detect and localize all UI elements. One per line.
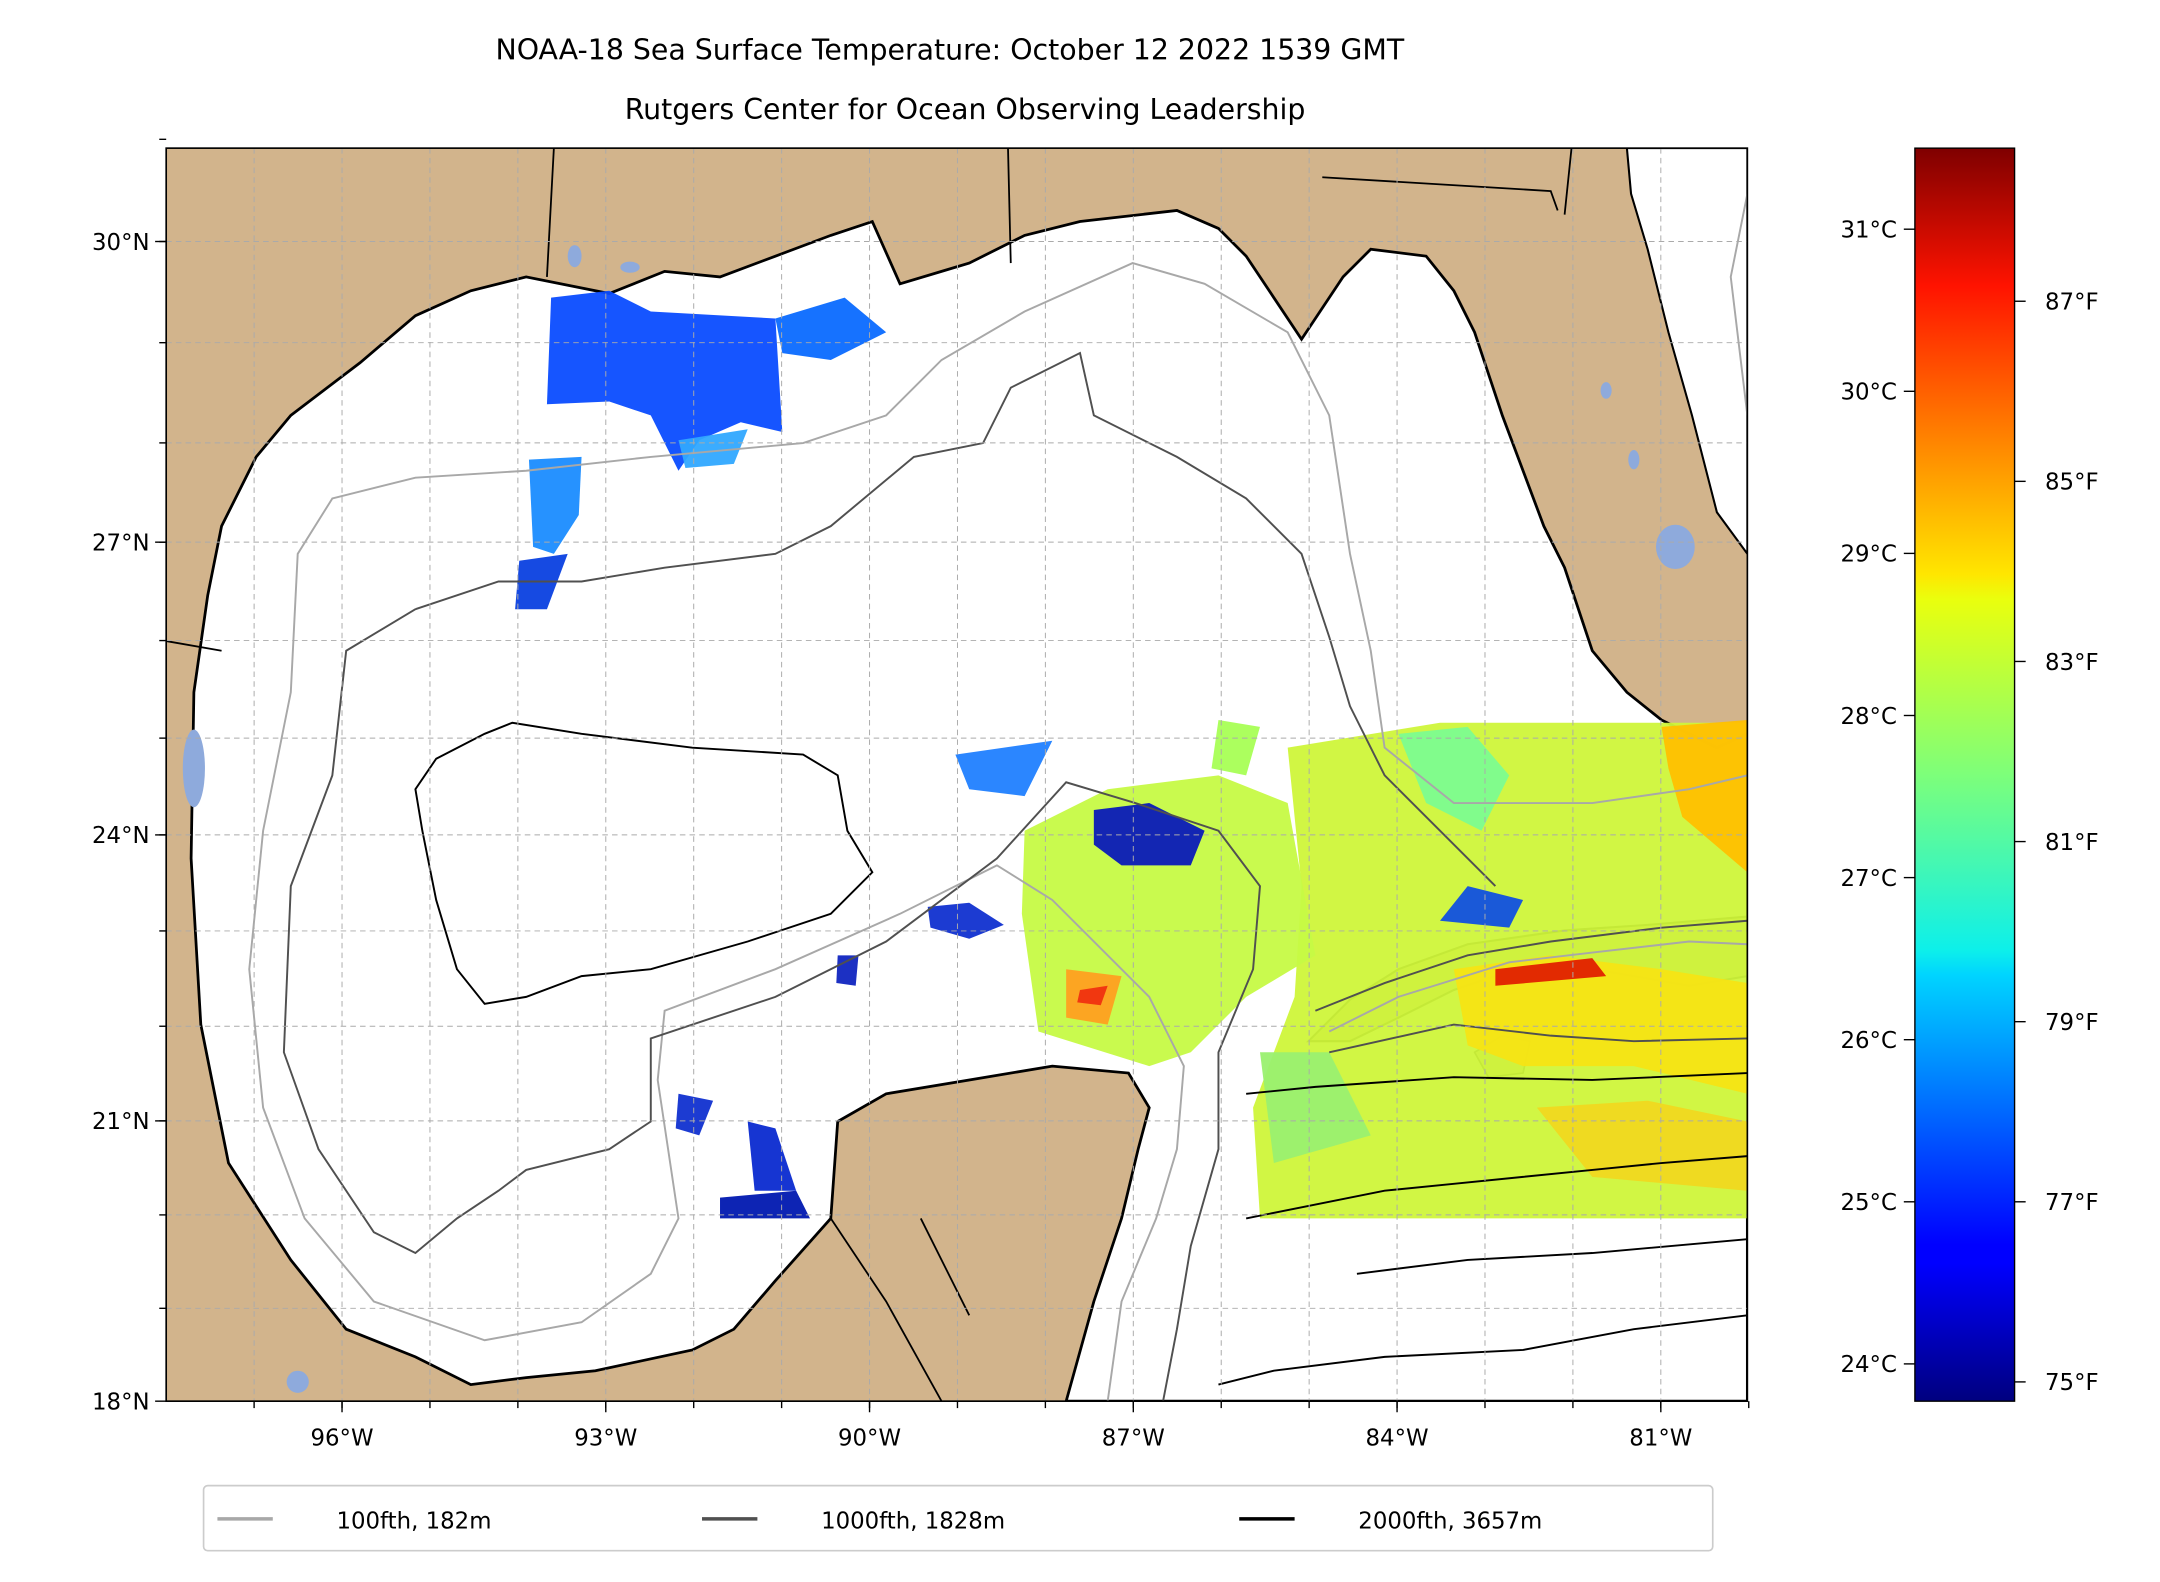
lon-tick-label: 96°W xyxy=(311,1425,374,1451)
lon-tick-label: 87°W xyxy=(1102,1425,1165,1451)
celsius-tick-label: 29°C xyxy=(1840,542,1896,568)
lakes xyxy=(182,245,1695,1393)
colorbar-ticks: 31°C 30°C 29°C 28°C 27°C 26°C 25°C 24°C 87°F 85°F… xyxy=(1840,218,2098,1397)
sst-swath xyxy=(747,1121,797,1191)
fahrenheit-tick-label: 75°F xyxy=(2045,1370,2099,1396)
lat-tick-label: 18°N xyxy=(92,1389,150,1415)
sst-swath xyxy=(955,740,1053,797)
contour-1000fth xyxy=(282,351,1748,1402)
bathymetry-contours xyxy=(248,193,1748,1402)
fahrenheit-tick-label: 83°F xyxy=(2045,650,2099,676)
sst-swath xyxy=(927,902,1004,939)
sst-swath xyxy=(1661,719,1748,873)
lat-tick-label: 27°N xyxy=(92,530,150,556)
sst-swath xyxy=(528,456,582,554)
celsius-tick-label: 26°C xyxy=(1840,1028,1896,1054)
sst-swath xyxy=(1077,985,1108,1006)
sst-swath xyxy=(1439,886,1524,928)
axis-ticks: 30°N 27°N 24°N 21°N 18°N 96°W 93°W 90°W 87°W 84°W… xyxy=(92,138,1750,1451)
fahrenheit-tick-label: 77°F xyxy=(2045,1190,2099,1216)
gridlines xyxy=(166,148,1748,1402)
legend-label-100fth: 100fth, 182m xyxy=(336,1509,491,1535)
legend: 100fth, 182m 1000fth, 1828m 2000fth, 365… xyxy=(202,1484,1714,1552)
celsius-tick-label: 24°C xyxy=(1840,1352,1896,1378)
sst-swath xyxy=(1536,1100,1748,1191)
sst-swath xyxy=(720,1190,811,1219)
fahrenheit-tick-label: 81°F xyxy=(2045,830,2099,856)
title-line-1: NOAA-18 Sea Surface Temperature: October… xyxy=(495,34,1404,67)
lat-tick-label: 21°N xyxy=(92,1109,150,1135)
title-line-2: Rutgers Center for Ocean Observing Leade… xyxy=(625,93,1306,126)
atlantic-ocean xyxy=(1625,148,1748,556)
sst-swath xyxy=(1259,1052,1371,1164)
fahrenheit-tick-label: 87°F xyxy=(2045,290,2099,316)
sst-swath xyxy=(1495,958,1607,986)
legend-label-2000fth: 2000fth, 3657m xyxy=(1358,1509,1542,1535)
lat-tick-label: 24°N xyxy=(92,823,150,849)
legend-box xyxy=(202,1484,1714,1552)
contour-2000fth xyxy=(414,721,1748,1386)
sst-swath xyxy=(1211,719,1260,776)
lon-tick-label: 81°W xyxy=(1629,1425,1692,1451)
celsius-tick-label: 27°C xyxy=(1840,866,1896,892)
state-borders xyxy=(166,148,1573,1402)
colorbar-gradient xyxy=(1914,147,2016,1402)
sst-swath xyxy=(1093,803,1205,866)
contour-100fth xyxy=(248,193,1748,1402)
fahrenheit-tick-label: 79°F xyxy=(2045,1010,2099,1036)
celsius-tick-label: 28°C xyxy=(1840,704,1896,730)
colorbar: 31°C 30°C 29°C 28°C 27°C 26°C 25°C 24°C 87°F 85°F… xyxy=(1840,147,2099,1402)
map-area xyxy=(166,148,1748,1402)
sst-swath xyxy=(678,429,748,468)
sst-swath xyxy=(775,297,887,360)
legend-label-1000fth: 1000fth, 1828m xyxy=(821,1509,1005,1535)
sst-swath xyxy=(1398,726,1510,831)
celsius-tick-label: 31°C xyxy=(1840,218,1896,244)
fahrenheit-tick-label: 85°F xyxy=(2045,470,2099,496)
celsius-tick-label: 30°C xyxy=(1840,380,1896,406)
sst-swath xyxy=(1453,955,1748,1094)
lon-tick-label: 84°W xyxy=(1366,1425,1429,1451)
sst-swath xyxy=(675,1093,714,1136)
celsius-tick-label: 25°C xyxy=(1840,1190,1896,1216)
lon-tick-label: 93°W xyxy=(574,1425,637,1451)
lon-tick-label: 90°W xyxy=(838,1425,901,1451)
lat-tick-label: 30°N xyxy=(92,230,150,256)
